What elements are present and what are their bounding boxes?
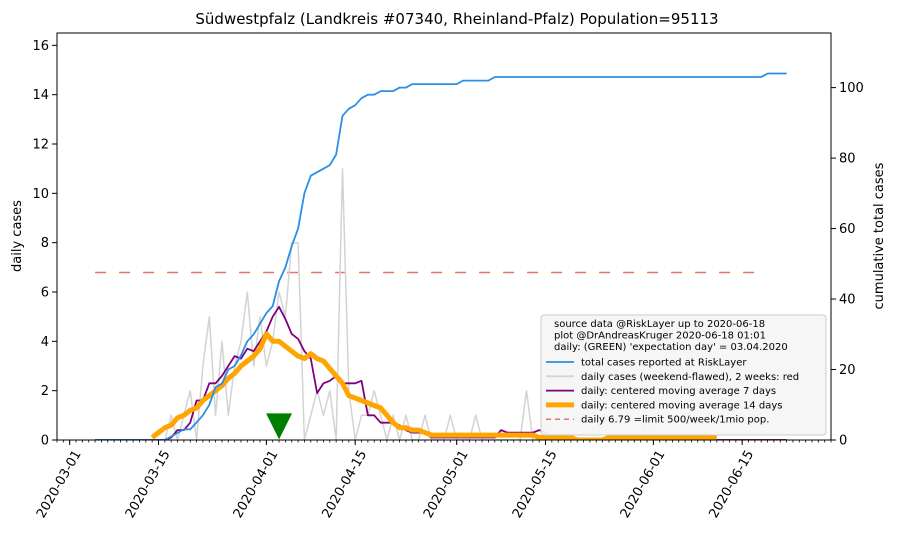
legend-header-line: daily: (GREEN) 'expectation day' = 03.04… bbox=[554, 342, 788, 353]
y-axis-left-label: daily cases bbox=[10, 200, 25, 272]
series-daily bbox=[95, 167, 666, 440]
y-left-tick-label: 2 bbox=[41, 384, 49, 399]
x-tick-label: 2020-04-01 bbox=[231, 448, 282, 521]
legend-entry-label: daily 6.79 =limit 500/week/1mio pop. bbox=[581, 415, 769, 426]
chart-title: Südwestpfalz (Landkreis #07340, Rheinlan… bbox=[195, 10, 718, 28]
x-tick-label: 2020-06-15 bbox=[706, 448, 757, 521]
y-right-tick-label: 20 bbox=[839, 363, 856, 378]
x-axis: 2020-03-01 2020-03-15 2020-04-01 2020-04-15… bbox=[34, 440, 832, 521]
plot-area bbox=[95, 72, 787, 440]
x-tick-label: 2020-03-15 bbox=[123, 448, 174, 521]
plot-lines bbox=[95, 72, 787, 440]
series-cumulative bbox=[95, 72, 787, 440]
legend-entry-label: daily: centered moving average 14 days bbox=[581, 400, 782, 411]
y-right-tick-label: 100 bbox=[839, 81, 864, 96]
y-axis-right: 0 20 40 60 80 100 bbox=[831, 81, 864, 449]
expectation-day-marker bbox=[266, 413, 293, 440]
y-right-tick-label: 80 bbox=[839, 152, 856, 167]
y-axis-right-label: cumulative total cases bbox=[872, 162, 887, 309]
x-tick-label: 2020-04-15 bbox=[319, 448, 370, 521]
y-right-tick-label: 60 bbox=[839, 222, 856, 237]
x-tick-label: 2020-05-15 bbox=[510, 448, 561, 521]
legend-entry-label: total cases reported at RiskLayer bbox=[581, 358, 747, 369]
legend-entry-label: daily: centered moving average 7 days bbox=[581, 386, 776, 397]
legend: source data @RiskLayer up to 2020-06-18p… bbox=[540, 314, 827, 436]
y-right-tick-label: 40 bbox=[839, 293, 856, 308]
y-left-tick-label: 8 bbox=[41, 236, 49, 251]
legend-header-line: plot @DrAndreasKruger 2020-06-18 01:01 bbox=[554, 331, 766, 342]
y-left-tick-label: 6 bbox=[41, 286, 49, 301]
y-left-tick-label: 4 bbox=[41, 335, 49, 350]
series-ma14 bbox=[150, 331, 717, 440]
legend-box bbox=[540, 314, 827, 436]
legend-entry-label: daily cases (weekend-flawed), 2 weeks: r… bbox=[581, 372, 799, 383]
y-left-tick-label: 12 bbox=[32, 138, 49, 153]
y-axis-left: 0 2 4 6 8 10 12 14 16 bbox=[32, 39, 57, 449]
y-left-tick-label: 10 bbox=[32, 187, 49, 202]
y-right-tick-label: 0 bbox=[839, 434, 847, 449]
y-left-tick-label: 14 bbox=[32, 88, 49, 103]
y-left-tick-label: 16 bbox=[32, 39, 49, 54]
x-tick-label: 2020-06-01 bbox=[618, 448, 669, 521]
x-tick-label: 2020-03-01 bbox=[34, 448, 85, 521]
y-left-tick-label: 0 bbox=[41, 434, 49, 449]
x-tick-label: 2020-05-01 bbox=[421, 448, 472, 521]
legend-header-line: source data @RiskLayer up to 2020-06-18 bbox=[554, 319, 765, 330]
